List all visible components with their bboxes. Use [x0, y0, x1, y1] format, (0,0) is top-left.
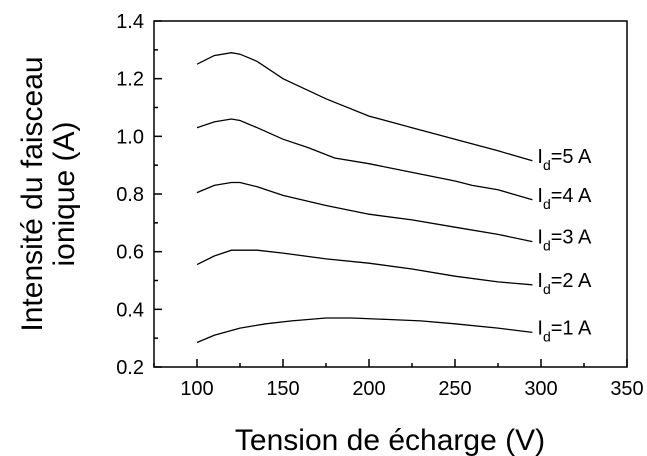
y-axis-title: Intensité du faisceau ionique (A)	[16, 56, 81, 331]
series-label: Id=4 A	[537, 185, 592, 212]
x-tick-label: 200	[352, 378, 385, 400]
series-label: Id=5 A	[537, 146, 592, 173]
x-tick-label: 150	[266, 378, 299, 400]
y-tick-label: 1.0	[116, 126, 144, 148]
tick-labels: 100 150 200 250 300 350 0.2 0.4 0.6 0.8 1.0 1.2 1.4	[116, 11, 644, 400]
y-tick-label: 0.8	[116, 184, 144, 206]
x-axis-title: Tension de écharge (V)	[235, 424, 545, 456]
x-tick-label: 350	[610, 378, 643, 400]
x-tick-label: 100	[180, 378, 213, 400]
series-line	[196, 317, 533, 344]
y-tick-label: 0.4	[116, 299, 144, 321]
y-tick-label: 0.6	[116, 242, 144, 264]
y-tick-label: 0.2	[116, 357, 144, 379]
series-line	[196, 249, 533, 286]
series-label: Id=2 A	[537, 270, 592, 297]
y-tick-label: 1.2	[116, 69, 144, 91]
series-line	[196, 52, 533, 162]
y-axis-title-line2: ionique (A)	[48, 121, 81, 266]
series-line	[196, 181, 533, 243]
x-tick-label: 300	[524, 378, 557, 400]
series-lines	[196, 52, 533, 344]
series-labels: Id=5 A Id=4 A Id=3 A Id=2 A Id=1 A	[537, 146, 592, 345]
series-label: Id=1 A	[537, 317, 592, 344]
y-tick-label: 1.4	[116, 11, 144, 33]
series-label: Id=3 A	[537, 227, 592, 254]
axis-ticks	[153, 20, 628, 368]
x-tick-label: 250	[438, 378, 471, 400]
series-line	[196, 118, 533, 201]
y-axis-title-line1: Intensité du faisceau	[16, 56, 49, 331]
